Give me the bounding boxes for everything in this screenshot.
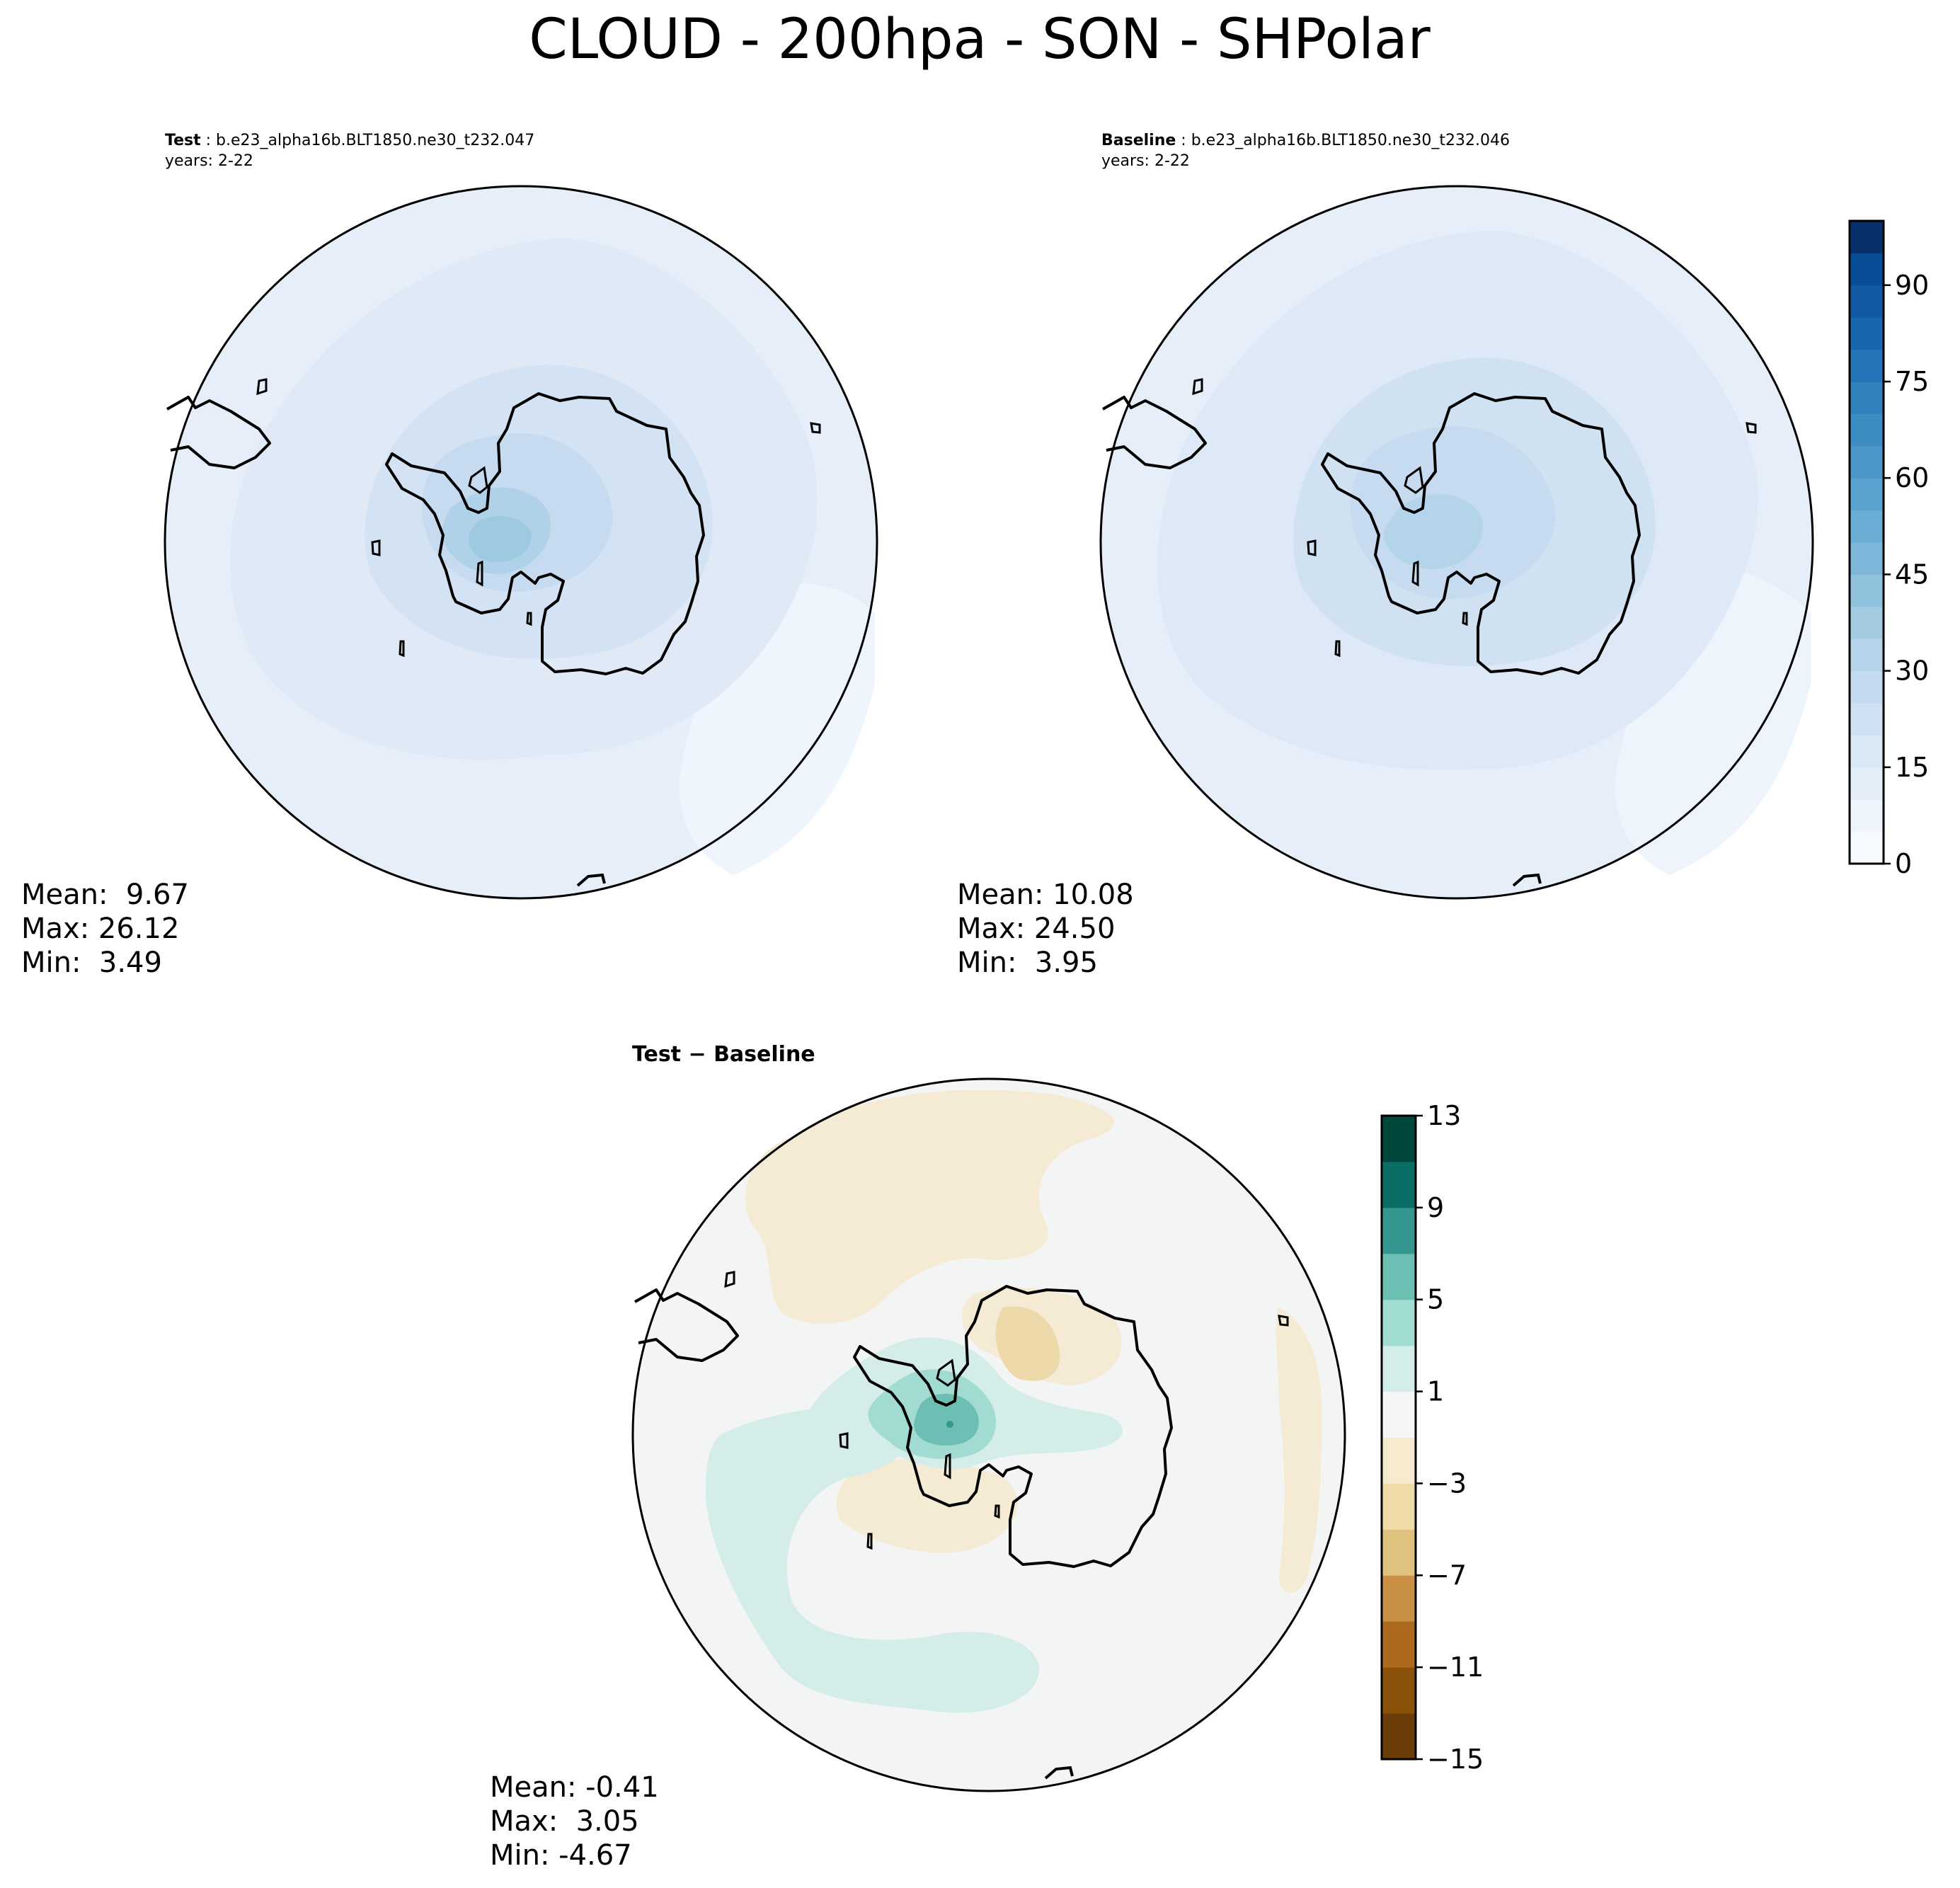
figure-title: CLOUD - 200hpa - SON - SHPolar — [529, 8, 1431, 71]
test-label: Test — [165, 132, 201, 149]
diff-colorbar-segment — [1382, 1713, 1416, 1760]
difference-title: Test − Baseline — [632, 1042, 815, 1067]
main-colorbar-segment — [1850, 317, 1884, 350]
diff-colorbar-segment — [1382, 1345, 1416, 1392]
main-colorbar-segment — [1850, 670, 1884, 704]
baseline-map — [1099, 185, 1814, 900]
diff-colorbar-segment — [1382, 1575, 1416, 1622]
difference-title-sep: − — [681, 1042, 713, 1067]
main-colorbar-segment — [1850, 735, 1884, 768]
diff-colorbar-segment — [1382, 1116, 1416, 1162]
diff-colorbar-tick-label: 9 — [1427, 1192, 1444, 1223]
difference-title-right: Baseline — [713, 1042, 815, 1067]
difference-panel: Test − Baseline Mean: -0.41 Max: 3.05 Mi… — [490, 1042, 1346, 1872]
main-colorbar-segment — [1850, 478, 1884, 511]
main-colorbar-segment — [1850, 221, 1884, 253]
diff-colorbar-segment — [1382, 1483, 1416, 1530]
diff-colorbar-tick-label: −15 — [1427, 1744, 1484, 1775]
main-colorbar-tick-label: 75 — [1895, 366, 1929, 397]
diff-colorbar-tick-label: −11 — [1427, 1652, 1484, 1683]
baseline-case-name: b.e23_alpha16b.BLT1850.ne30_t232.046 — [1191, 132, 1510, 149]
diff-colorbar-tick-label: −3 — [1427, 1468, 1467, 1499]
baseline-label: Baseline — [1101, 132, 1176, 149]
test-map — [164, 185, 878, 900]
main-colorbar-segment — [1850, 349, 1884, 382]
diff-colorbar-segment — [1382, 1391, 1416, 1438]
main-colorbar-tick-label: 45 — [1895, 559, 1929, 590]
diff-colorbar-segment — [1382, 1437, 1416, 1484]
test-case-name: b.e23_alpha16b.BLT1850.ne30_t232.047 — [216, 132, 534, 149]
main-colorbar-segment — [1850, 574, 1884, 607]
test-max: Max: 26.12 — [21, 912, 179, 945]
difference-title-left: Test — [632, 1042, 681, 1067]
main-colorbar-segment — [1850, 413, 1884, 447]
main-colorbar-segment — [1850, 799, 1884, 833]
diff-colorbar-segment — [1382, 1299, 1416, 1346]
main-colorbar-segment — [1850, 703, 1884, 736]
main-colorbar-segment — [1850, 639, 1884, 672]
main-colorbar-tick-label: 30 — [1895, 656, 1929, 687]
main-colorbar-segment — [1850, 253, 1884, 286]
diff-colorbar-segment — [1382, 1161, 1416, 1208]
test-panel-header: Test : b.e23_alpha16b.BLT1850.ne30_t232.… — [165, 132, 534, 149]
main-colorbar-segment — [1850, 285, 1884, 318]
main-colorbar-tick-label: 0 — [1895, 848, 1912, 879]
test-mean: Mean: 9.67 — [21, 879, 189, 911]
diff-colorbar-tick-label: 13 — [1427, 1100, 1461, 1131]
baseline-label-separator: : — [1176, 132, 1191, 149]
test-years: years: 2-22 — [165, 152, 253, 170]
difference-min: Min: -4.67 — [490, 1839, 632, 1872]
baseline-panel-header: Baseline : b.e23_alpha16b.BLT1850.ne30_t… — [1101, 132, 1510, 149]
main-colorbar-segment — [1850, 445, 1884, 479]
main-colorbar-segment — [1850, 382, 1884, 414]
baseline-panel: Baseline : b.e23_alpha16b.BLT1850.ne30_t… — [957, 132, 1814, 979]
diff-colorbar-segment — [1382, 1253, 1416, 1300]
main-colorbar-segment — [1850, 606, 1884, 639]
diff-colorbar-segment — [1382, 1621, 1416, 1668]
baseline-min: Min: 3.95 — [957, 946, 1098, 979]
diff-colorbar-segment — [1382, 1529, 1416, 1576]
difference-mean: Mean: -0.41 — [490, 1771, 659, 1804]
difference-colorbar: −15 −11 −7 −3 1 5 9 13 — [1380, 1100, 1484, 1775]
test-panel: Test : b.e23_alpha16b.BLT1850.ne30_t232.… — [21, 132, 878, 979]
diff-colorbar-tick-label: 1 — [1427, 1376, 1444, 1407]
diff-colorbar-segment — [1382, 1667, 1416, 1714]
main-colorbar-tick-label: 15 — [1895, 752, 1929, 783]
main-colorbar-segment — [1850, 831, 1884, 864]
diff-colorbar-segment — [1382, 1207, 1416, 1254]
main-colorbar: 0 15 30 45 60 75 90 — [1848, 219, 1929, 879]
test-label-separator: : — [201, 132, 216, 149]
diff-colorbar-tick-label: 5 — [1427, 1284, 1444, 1315]
baseline-max: Max: 24.50 — [957, 912, 1115, 945]
diff-colorbar-tick-label: −7 — [1427, 1560, 1467, 1591]
difference-max: Max: 3.05 — [490, 1805, 639, 1838]
main-colorbar-segment — [1850, 767, 1884, 800]
baseline-mean: Mean: 10.08 — [957, 879, 1134, 911]
difference-map — [631, 1077, 1346, 1792]
main-colorbar-segment — [1850, 542, 1884, 575]
baseline-years: years: 2-22 — [1101, 152, 1190, 170]
main-colorbar-segment — [1850, 510, 1884, 543]
test-min: Min: 3.49 — [21, 946, 162, 979]
main-colorbar-tick-label: 90 — [1895, 270, 1929, 301]
main-colorbar-tick-label: 60 — [1895, 462, 1929, 493]
